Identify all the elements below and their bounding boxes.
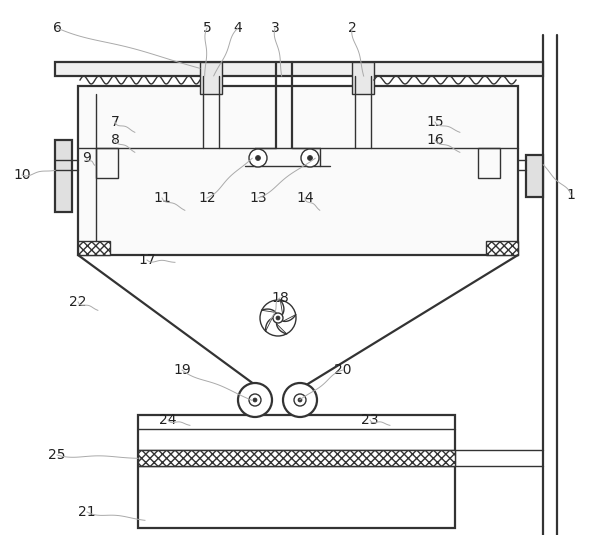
Bar	[486, 241, 518, 255]
Text: 11: 11	[153, 191, 171, 205]
Text: 8: 8	[111, 133, 120, 147]
Circle shape	[253, 398, 257, 402]
Bar	[138, 450, 455, 466]
Bar	[138, 415, 455, 528]
Text: 23: 23	[361, 413, 379, 427]
Text: 4: 4	[234, 21, 242, 35]
Text: 2: 2	[347, 21, 356, 35]
Text: 14: 14	[296, 191, 314, 205]
Text: 22: 22	[69, 295, 87, 309]
Text: 9: 9	[83, 151, 91, 165]
Text: 18: 18	[271, 291, 289, 305]
Text: 19: 19	[173, 363, 191, 377]
Text: 21: 21	[78, 505, 96, 519]
Circle shape	[301, 149, 319, 167]
Text: 16: 16	[426, 133, 444, 147]
Bar	[78, 241, 110, 255]
Bar	[200, 62, 222, 94]
Text: 6: 6	[53, 21, 62, 35]
Text: 10: 10	[13, 168, 31, 182]
Bar	[478, 148, 500, 178]
Circle shape	[298, 398, 302, 402]
Circle shape	[283, 383, 317, 417]
Bar	[78, 86, 518, 255]
Circle shape	[273, 313, 283, 323]
Text: 20: 20	[334, 363, 352, 377]
Text: 7: 7	[111, 115, 120, 129]
Text: 12: 12	[198, 191, 216, 205]
Bar	[96, 148, 118, 178]
Text: 13: 13	[249, 191, 267, 205]
Circle shape	[307, 156, 313, 160]
Bar	[55, 62, 543, 76]
Text: 17: 17	[138, 253, 156, 267]
Circle shape	[276, 316, 280, 320]
Bar	[55, 140, 72, 212]
Text: 3: 3	[271, 21, 279, 35]
Text: 5: 5	[203, 21, 211, 35]
Bar	[352, 62, 374, 94]
Text: 25: 25	[48, 448, 66, 462]
Text: 24: 24	[159, 413, 177, 427]
Text: 1: 1	[566, 188, 575, 202]
Text: 15: 15	[426, 115, 444, 129]
Circle shape	[249, 149, 267, 167]
Circle shape	[255, 156, 261, 160]
Bar	[526, 155, 543, 197]
Circle shape	[238, 383, 272, 417]
